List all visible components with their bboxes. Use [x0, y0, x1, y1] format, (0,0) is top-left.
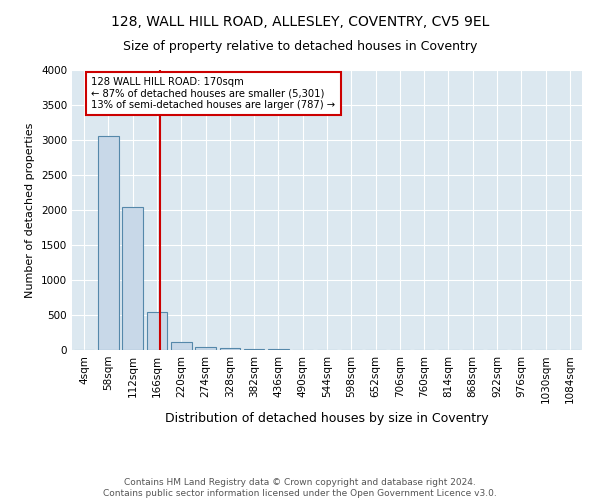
Bar — [195, 346, 216, 350]
Bar — [244, 348, 265, 350]
Y-axis label: Number of detached properties: Number of detached properties — [25, 122, 35, 298]
Bar — [98, 136, 119, 350]
Bar — [220, 348, 240, 350]
Text: Contains HM Land Registry data © Crown copyright and database right 2024.
Contai: Contains HM Land Registry data © Crown c… — [103, 478, 497, 498]
Text: Size of property relative to detached houses in Coventry: Size of property relative to detached ho… — [123, 40, 477, 53]
X-axis label: Distribution of detached houses by size in Coventry: Distribution of detached houses by size … — [165, 412, 489, 425]
Bar — [146, 312, 167, 350]
Text: 128 WALL HILL ROAD: 170sqm
← 87% of detached houses are smaller (5,301)
13% of s: 128 WALL HILL ROAD: 170sqm ← 87% of deta… — [91, 77, 335, 110]
Bar — [171, 342, 191, 350]
Bar — [122, 206, 143, 350]
Text: 128, WALL HILL ROAD, ALLESLEY, COVENTRY, CV5 9EL: 128, WALL HILL ROAD, ALLESLEY, COVENTRY,… — [111, 15, 489, 29]
